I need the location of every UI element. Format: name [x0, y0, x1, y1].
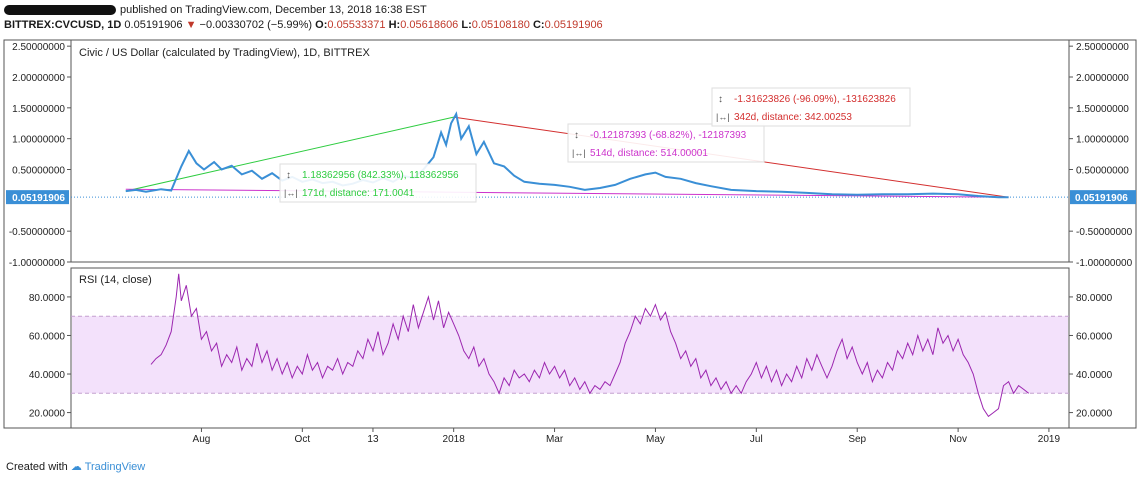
open-value: 0.05533371 [327, 19, 386, 31]
time-tick-label: Nov [949, 434, 967, 445]
rsi-series-line [150, 273, 1030, 418]
time-tick-label: May [646, 434, 665, 445]
measure-price-label: -0.12187393 (-68.82%), -12187393 [590, 130, 747, 141]
price-change: −0.00330702 (−5.99%) [199, 19, 313, 31]
measure-box [279, 163, 477, 203]
measure-price-icon: ↕ [286, 170, 291, 181]
rsi-title: RSI (14, close) [79, 274, 152, 286]
price-ytick-label-left: 2.00000000 [12, 73, 65, 84]
published-line: published on TradingView.com, December 1… [4, 4, 427, 16]
measure-price-label: 1.18362956 (842.33%), 118362956 [302, 170, 459, 181]
price-ytick-label-left: 1.50000000 [12, 104, 65, 115]
measure-price-icon: ↕ [574, 130, 579, 141]
price-ytick-label-right: 1.00000000 [1076, 135, 1129, 146]
price-ytick-label-right: 1.50000000 [1076, 104, 1129, 115]
last-price-badge-right [1070, 190, 1136, 205]
time-tick-label: Sep [848, 434, 866, 445]
tradingview-logo-icon: ☁ [70, 461, 82, 473]
measure-range-icon: |↔| [284, 188, 298, 198]
trend-green-line [125, 116, 454, 192]
time-tick-label: Oct [295, 434, 311, 445]
trend-magenta-line [125, 188, 1009, 198]
time-axis: Aug Oct 13 2018 Mar May Jul Sep Nov 2019 [193, 428, 1061, 445]
rsi-pane: 80.0000 80.0000 60.0000 60.0000 40.0000 40.00… [29, 267, 1113, 429]
measure-box [567, 123, 765, 163]
price-ytick-label-right: 0.50000000 [1076, 166, 1129, 177]
measure-range-icon: |↔| [572, 148, 586, 158]
last-price-badge-left [6, 190, 69, 205]
time-tick-label: Jul [750, 434, 763, 445]
close-value: 0.05191906 [544, 19, 603, 31]
last-price: 0.05191906 [124, 19, 183, 31]
down-arrow-icon: ▼ [185, 19, 197, 31]
price-ytick-label-right: 2.50000000 [1076, 42, 1129, 53]
time-tick-label: 2019 [1038, 434, 1061, 445]
low-label: L: [461, 19, 472, 31]
price-ytick-label-left: -1.00000000 [9, 258, 66, 269]
tradingview-brand[interactable]: TradingView [84, 461, 146, 473]
price-ytick-label-right: -1.00000000 [1076, 258, 1133, 269]
rsi-ytick-label-left: 40.0000 [29, 370, 66, 381]
measure-range-label: 514d, distance: 514.00001 [590, 148, 708, 159]
rsi-ytick-label-left: 20.0000 [29, 409, 66, 420]
price-ytick-label-left: 1.00000000 [12, 135, 65, 146]
redacted-author [4, 5, 116, 16]
high-value: 0.05618606 [400, 19, 459, 31]
price-ytick-label-right: -0.50000000 [1076, 227, 1133, 238]
time-tick-label: Mar [546, 434, 564, 445]
measure-box [711, 87, 911, 127]
measure-price-icon: ↕ [718, 94, 723, 105]
time-tick-label: 13 [367, 434, 379, 445]
price-ytick-label-left: 2.50000000 [12, 42, 65, 53]
high-label: H: [388, 19, 401, 31]
measure-range-label: 342d, distance: 342.00253 [734, 112, 852, 123]
last-price-badge-left-text: 0.05191906 [12, 193, 65, 204]
measure-range-label: 171d, distance: 171.0041 [302, 188, 415, 199]
published-text: published on TradingView.com, December 1… [120, 4, 427, 16]
rsi-ytick-label-right: 60.0000 [1076, 331, 1113, 342]
price-ytick-label-left: 0.50000000 [12, 166, 65, 177]
rsi-ytick-label-left: 80.0000 [29, 293, 66, 304]
last-price-badge-right-text: 0.05191906 [1075, 193, 1128, 204]
measure-price-label: -1.31623826 (-96.09%), -131623826 [734, 94, 896, 105]
price-series-line [125, 111, 1009, 199]
price-chart-title: Civic / US Dollar (calculated by Trading… [79, 47, 370, 59]
close-label: C: [532, 19, 545, 31]
rsi-ytick-label-right: 20.0000 [1076, 409, 1113, 420]
footer: Created with ☁ TradingView [6, 460, 145, 473]
rsi-band [72, 316, 1068, 394]
rsi-ytick-label-right: 80.0000 [1076, 293, 1113, 304]
measure-range-icon: |↔| [716, 112, 730, 122]
rsi-ytick-label-left: 60.0000 [29, 331, 66, 342]
created-with-text: Created with [6, 461, 68, 473]
price-pane: 2.50000000 2.50000000 2.00000000 2.00000000… [3, 39, 1137, 429]
rsi-ytick-label-right: 40.0000 [1076, 370, 1113, 381]
time-tick-label: 2018 [443, 434, 466, 445]
symbol-name: BITTREX:CVCUSD, 1D [4, 19, 122, 31]
open-label: O: [315, 19, 328, 31]
price-ytick-label-left: -0.50000000 [9, 227, 66, 238]
price-ytick-label-right: 2.00000000 [1076, 73, 1129, 84]
low-value: 0.05108180 [471, 19, 530, 31]
symbol-ohlc-line: BITTREX:CVCUSD, 1D 0.05191906 ▼ −0.00330… [4, 19, 603, 31]
time-tick-label: Aug [193, 434, 211, 445]
